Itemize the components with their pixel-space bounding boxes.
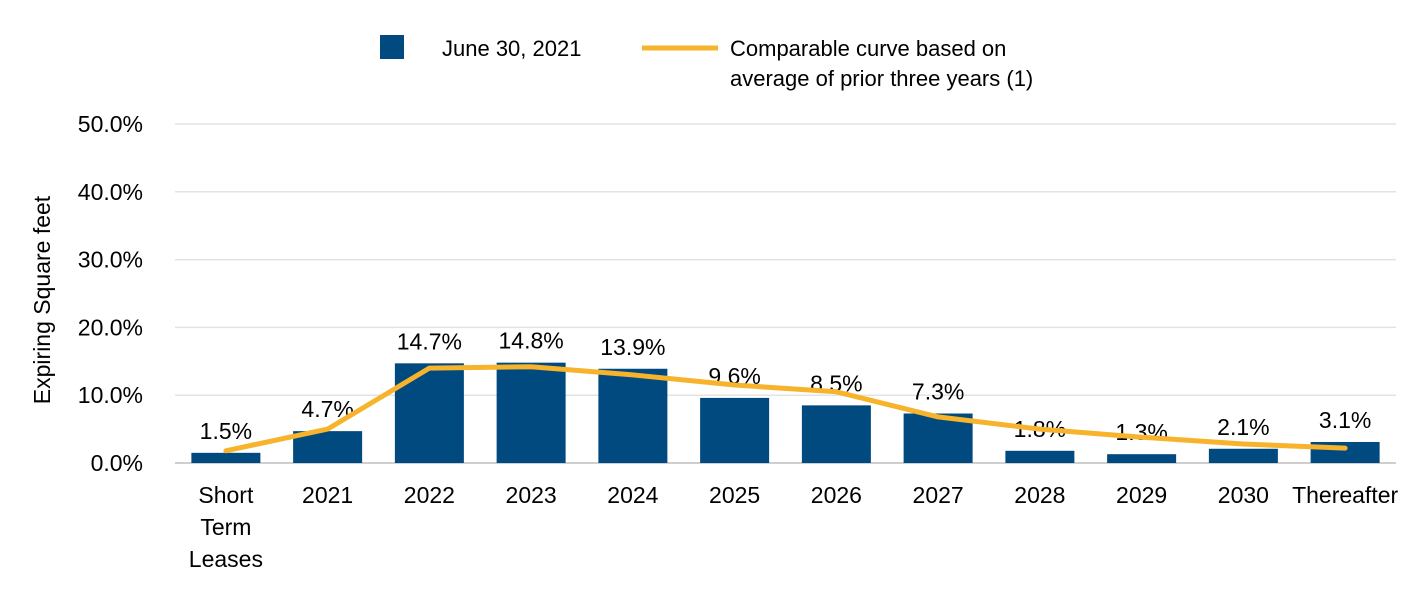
x-category-label: 2023 <box>506 482 557 508</box>
bar-data-label: 13.9% <box>600 334 665 360</box>
x-category-label: 2027 <box>913 482 964 508</box>
x-category-label: 2024 <box>607 482 658 508</box>
bar <box>394 363 464 463</box>
x-axis-categories: Short Term Leases 2021 2022 2023 2024 2025 2026 2… <box>189 482 1399 572</box>
bar <box>1005 450 1075 463</box>
legend-label-line-2: average of prior three years (1) <box>730 66 1033 91</box>
x-category-label: 2029 <box>1116 482 1167 508</box>
y-tick-label: 20.0% <box>78 314 143 340</box>
bar <box>700 397 770 463</box>
bar-data-label: 3.1% <box>1319 407 1371 433</box>
bar-data-label: 1.3% <box>1115 419 1167 445</box>
bar-data-labels: 1.5%4.7%14.7% 14.8% 13.9%9.6% 8.5% 7.3%1.8% 1… <box>200 328 1372 446</box>
gridlines <box>175 123 1396 464</box>
x-category-label: Short Term Leases <box>189 482 263 572</box>
x-category-label: 2028 <box>1014 482 1065 508</box>
bar <box>1208 448 1278 463</box>
bar <box>801 405 871 463</box>
bar-series <box>191 362 1380 463</box>
y-tick-label: 40.0% <box>78 179 143 205</box>
bar-data-label: 14.7% <box>397 328 462 354</box>
bar-data-label: 2.1% <box>1217 414 1269 440</box>
legend-swatch-bars <box>380 35 404 59</box>
bar <box>191 452 261 463</box>
y-tick-label: 0.0% <box>91 450 143 476</box>
legend-label-bars: June 30, 2021 <box>442 36 581 61</box>
x-category-label: 2022 <box>404 482 455 508</box>
y-axis-title: Expiring Square feet <box>29 195 55 404</box>
bar-data-label: 1.5% <box>200 418 252 444</box>
y-axis-ticks: 0.0% 10.0% 20.0% 30.0% 40.0% 50.0% <box>78 111 143 476</box>
y-tick-label: 50.0% <box>78 111 143 137</box>
x-category-label: 2021 <box>302 482 353 508</box>
x-category-label: 2025 <box>709 482 760 508</box>
y-tick-label: 10.0% <box>78 382 143 408</box>
legend: June 30, 2021 Comparable curve based on … <box>380 35 1033 91</box>
legend-label-line-1: Comparable curve based on <box>730 36 1006 61</box>
bar <box>598 368 668 463</box>
y-tick-label: 30.0% <box>78 247 143 273</box>
bar-data-label: 14.8% <box>499 328 564 354</box>
comparable-curve-line <box>223 364 1348 454</box>
bar-data-label: 7.3% <box>912 379 964 405</box>
x-category-label: Thereafter <box>1292 482 1398 508</box>
x-category-label: 2030 <box>1218 482 1269 508</box>
bar <box>496 362 566 463</box>
x-category-label: 2026 <box>811 482 862 508</box>
bar <box>1107 454 1177 463</box>
line-series <box>223 364 1348 454</box>
